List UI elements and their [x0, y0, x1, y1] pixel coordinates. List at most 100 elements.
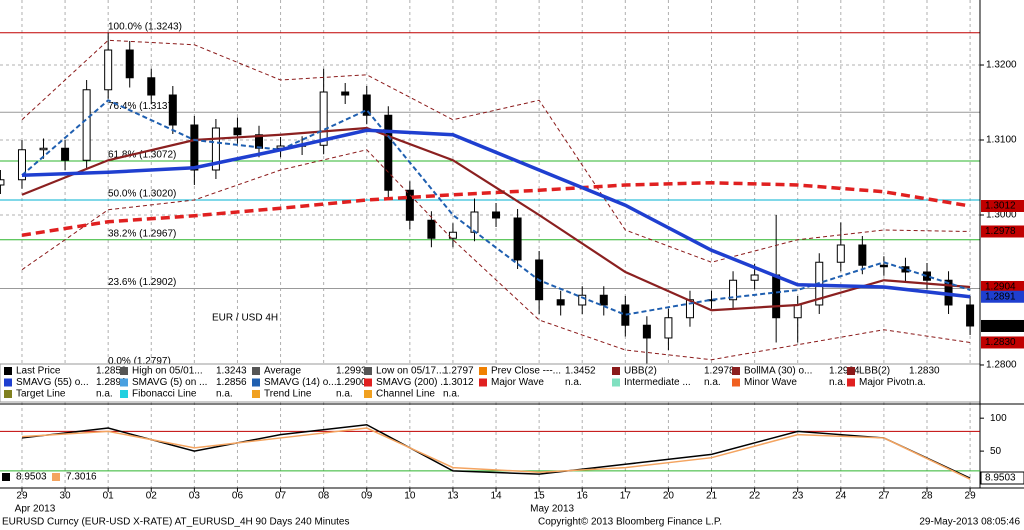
- fibonacci-label: 100.0% (1.3243): [108, 21, 182, 32]
- fibonacci-label: 23.6% (1.2902): [108, 277, 176, 288]
- indicator-line: [21, 39, 971, 263]
- candle-body: [0, 179, 5, 186]
- fibonacci-label: 38.2% (1.2967): [108, 228, 176, 239]
- oscillator-line: [21, 427, 971, 480]
- candle-body: [17, 149, 26, 181]
- legend-value: n.a.: [704, 377, 721, 388]
- legend-swatch: [479, 367, 487, 375]
- legend-label: SMAVG (55) o...: [16, 377, 89, 388]
- candle-body: [793, 304, 802, 319]
- price-label-box: [981, 225, 1024, 238]
- legend-value: n.a.: [443, 389, 460, 400]
- candle-body: [642, 324, 651, 339]
- candle-body: [750, 274, 759, 281]
- candle-body: [836, 244, 845, 263]
- x-tick-label: 13: [447, 491, 459, 502]
- legend-value: 1.2891: [96, 377, 127, 388]
- candle-body: [82, 89, 91, 161]
- candle-body: [858, 244, 867, 266]
- x-tick-label: 06: [232, 491, 244, 502]
- candle-body: [147, 77, 156, 96]
- candle-body: [879, 264, 888, 268]
- legend-value: n.a.: [565, 377, 582, 388]
- candle-body: [448, 231, 457, 239]
- legend-label: Channel Line: [376, 389, 435, 400]
- chart-title: EUR / USD 4H: [212, 313, 278, 324]
- x-tick-label: 09: [361, 491, 373, 502]
- legend-value: n.a.: [909, 377, 926, 388]
- price-label: 1.2830: [985, 337, 1016, 348]
- price-label: 1.3012: [985, 201, 1016, 212]
- legend-swatch: [612, 367, 620, 375]
- candle-body: [556, 299, 565, 306]
- legend-value: 1.2852: [96, 366, 127, 377]
- legend-label: SMAVG (200) ...: [376, 377, 449, 388]
- legend-label: Trend Line: [264, 389, 312, 400]
- legend-swatch: [364, 378, 372, 387]
- legend-value: 1.2797: [443, 366, 474, 377]
- price-label-box: [981, 280, 1024, 293]
- legend-label: SMAVG (5) on ...: [132, 377, 207, 388]
- legend-label: SMAVG (14) o...: [264, 377, 337, 388]
- legend-label: Last Price: [16, 366, 61, 377]
- candle-body: [125, 49, 134, 79]
- candle-body: [729, 279, 738, 301]
- price-label-box: [981, 290, 1024, 303]
- legend-value: 1.2830: [909, 366, 940, 377]
- fibonacci-label: 61.8% (1.3072): [108, 150, 176, 161]
- legend-value: n.a.: [216, 389, 233, 400]
- x-tick-label: 29: [965, 491, 977, 502]
- price-label: 1.2978: [985, 226, 1016, 237]
- legend-label: Major Pivot: [859, 377, 909, 388]
- candle-body: [492, 211, 501, 219]
- legend-value: 1.3243: [216, 366, 247, 377]
- legend-swatch: [120, 367, 128, 375]
- candle-body: [168, 94, 177, 126]
- legend-swatch: [847, 367, 855, 375]
- legend-swatch: [732, 378, 740, 387]
- candle-body: [405, 189, 414, 221]
- legend-value: 1.3452: [565, 366, 596, 377]
- x-tick-label: 23: [792, 491, 804, 502]
- candle-body: [211, 127, 220, 171]
- x-tick-label: 08: [318, 491, 330, 502]
- y-tick-label: 50: [990, 446, 1002, 457]
- candle-body: [233, 127, 242, 136]
- x-tick-label: 02: [146, 491, 158, 502]
- x-tick-label: 07: [275, 491, 287, 502]
- legend-label: Low on 05/17...: [376, 366, 444, 377]
- price-label-box: [981, 199, 1024, 212]
- legend-swatch: [479, 378, 487, 387]
- y-tick-label: 1.3000: [986, 210, 1017, 221]
- price-label: 1.2891: [985, 291, 1016, 302]
- legend-swatch: [120, 390, 128, 398]
- x-tick-label: 20: [663, 491, 675, 502]
- candle-body: [341, 91, 350, 96]
- y-tick-label: 1.3200: [986, 60, 1017, 71]
- oscillator-swatch: [52, 473, 60, 481]
- indicator-line: [21, 181, 971, 237]
- legend-label: Average: [264, 366, 302, 377]
- legend-value: n.a.: [829, 377, 846, 388]
- candle-body: [922, 271, 931, 281]
- legend-label: UBB(2): [624, 366, 657, 377]
- price-label: 1.2852: [985, 321, 1016, 332]
- footer-left: EURUSD Curncy (EUR-USD X-RATE) AT_EURUSD…: [2, 517, 350, 528]
- legend-value: 1.3012: [443, 377, 474, 388]
- x-tick-label: 14: [490, 491, 502, 502]
- candle-body: [190, 124, 199, 171]
- candle-body: [61, 147, 70, 161]
- legend-label: LBB(2): [859, 366, 890, 377]
- legend-swatch: [847, 378, 855, 387]
- footer-center: Copyright© 2013 Bloomberg Finance L.P.: [538, 517, 722, 528]
- candle-body: [578, 294, 587, 306]
- legend-value: 1.2904: [829, 366, 860, 377]
- candle-body: [772, 274, 781, 319]
- legend-swatch: [732, 367, 740, 375]
- legend-swatch: [612, 378, 620, 387]
- candle-body: [362, 94, 371, 116]
- legend-swatch: [4, 378, 12, 387]
- x-tick-label: 30: [60, 491, 72, 502]
